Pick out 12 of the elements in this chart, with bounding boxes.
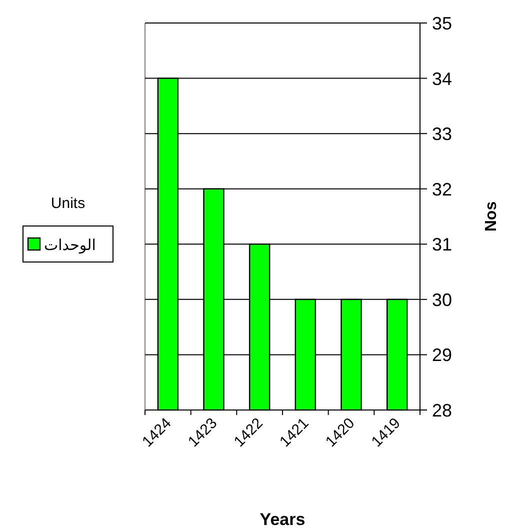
- y-tick-label: 35: [432, 14, 452, 34]
- y-tick-label: 34: [432, 68, 452, 89]
- y-tick-label: 28: [432, 400, 452, 420]
- legend-title: Units: [50, 195, 86, 212]
- y-tick-label: 33: [432, 124, 452, 144]
- y-tick-label: 30: [432, 290, 452, 310]
- y-tick-label: 32: [432, 179, 452, 200]
- y-tick-label: 29: [432, 345, 452, 366]
- legend-label: الوحدات: [44, 236, 96, 254]
- x-axis-title: Years: [260, 510, 306, 529]
- y-tick-label: 31: [432, 234, 452, 255]
- y-axis-title: Nos: [483, 201, 500, 232]
